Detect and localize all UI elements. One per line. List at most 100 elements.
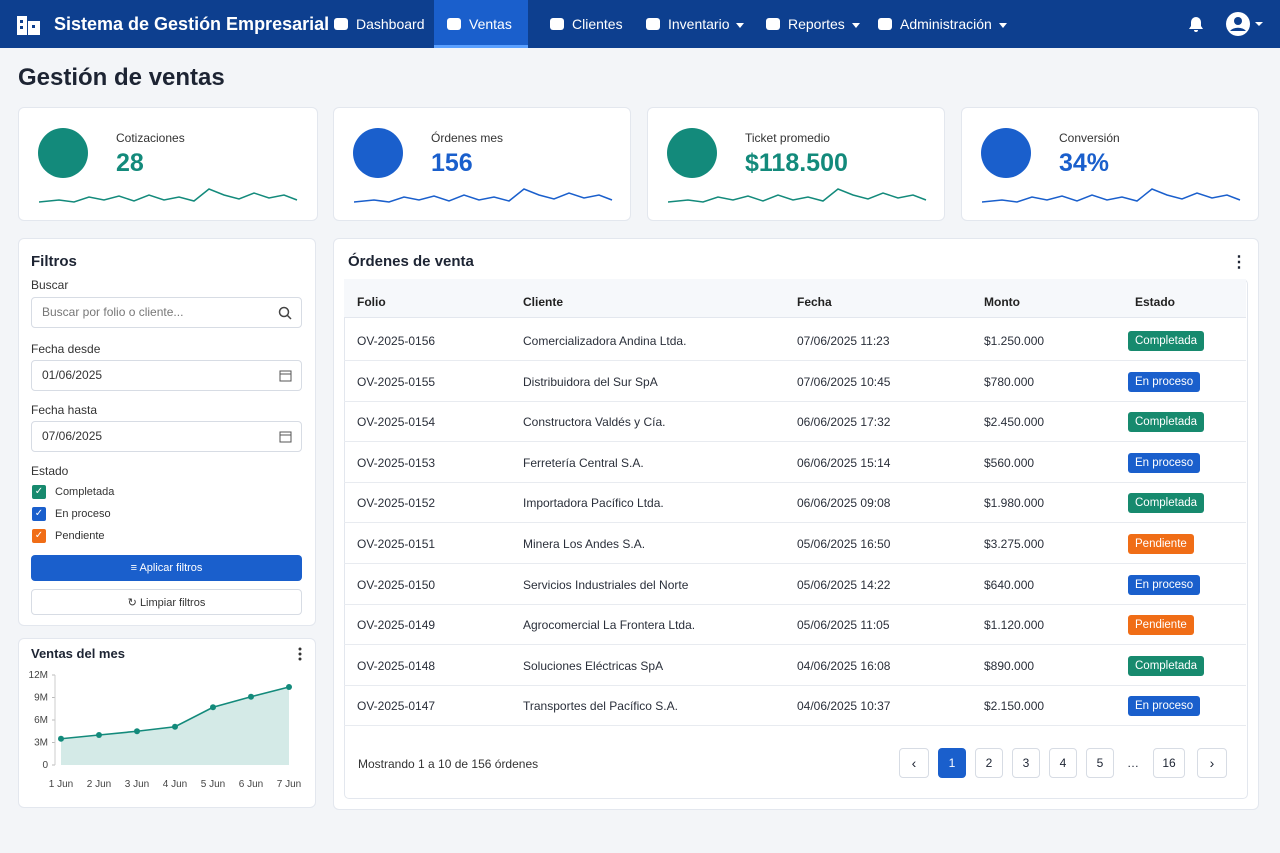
user-menu[interactable] (1225, 11, 1265, 37)
cell: 07/06/2025 11:23 (797, 334, 890, 348)
page-button[interactable]: 5 (1086, 748, 1114, 778)
page-button[interactable]: 2 (975, 748, 1003, 778)
column-header: Monto (984, 295, 1020, 309)
point (210, 704, 216, 711)
table-row[interactable] (344, 523, 1246, 564)
y-tick-label: 0 (42, 760, 48, 771)
nav-item[interactable]: Administración (878, 0, 1008, 48)
table-row[interactable] (344, 564, 1246, 605)
y-tick-label: 6M (34, 715, 48, 726)
prev-page[interactable]: ‹ (899, 748, 929, 778)
table-row[interactable] (344, 604, 1246, 646)
column-header: Estado (1135, 295, 1176, 309)
chart: Ventas del mes 0 3M 6M 9M 12M 1 Jun 2 Jun 3 Jun… (29, 646, 302, 790)
dropdown-caret (736, 23, 745, 32)
nav-item[interactable]: Dashboard (334, 0, 430, 48)
date-to-label: Fecha hasta (31, 403, 98, 417)
cell: $1.980.000 (984, 496, 1045, 511)
page-button[interactable]: 4 (1049, 748, 1077, 778)
status-checkbox[interactable]: ✓ (32, 507, 46, 521)
dropdown-caret (851, 23, 860, 32)
search-label: Buscar (31, 278, 69, 292)
kpi-icon (981, 128, 1031, 178)
cell: $890.000 (984, 658, 1035, 673)
pagination-ellipsis: … (1127, 756, 1139, 770)
cell: $2.450.000 (984, 415, 1045, 430)
kpi-label: Conversión (1059, 131, 1120, 145)
cell: Transportes del Pacífico S.A. (523, 699, 678, 714)
kpi-card: Cotizaciones 28 (18, 107, 318, 221)
kpi-label: Órdenes mes (431, 131, 504, 145)
nav-text: Ventas (469, 16, 512, 32)
table-row[interactable] (344, 482, 1246, 524)
cell: OV-2025-0150 (357, 577, 436, 592)
status-badge: En proceso (1128, 371, 1201, 392)
kpi-icon (38, 128, 88, 178)
cell: $1.120.000 (984, 618, 1045, 633)
kpi-card: Ticket promedio $118.500 (647, 107, 945, 221)
status-checkbox[interactable]: ✓ (32, 485, 46, 499)
date-from-label: Fecha desde (31, 342, 101, 356)
page-title: Gestión de ventas (18, 64, 225, 91)
nav-icon (766, 18, 780, 30)
point (172, 723, 178, 730)
status-checkbox[interactable]: ✓ (32, 529, 46, 543)
point (286, 684, 292, 690)
filters-title: Filtros (31, 253, 77, 270)
table-row[interactable] (344, 645, 1246, 686)
table-row[interactable] (344, 401, 1246, 443)
area (61, 687, 289, 765)
clear-button[interactable]: ↻ Limpiar filtros (31, 589, 302, 615)
menu-dots[interactable] (298, 647, 302, 661)
point (134, 728, 140, 735)
table-row[interactable] (344, 361, 1246, 402)
x-tick-label: 6 Jun (239, 779, 263, 790)
cell: 07/06/2025 10:45 (797, 374, 891, 389)
cell: 05/06/2025 14:22 (797, 577, 891, 592)
dropdown-caret (998, 23, 1007, 32)
menu-dots[interactable]: ⋮ (1231, 254, 1247, 271)
column-header: Folio (357, 295, 386, 309)
notifications[interactable] (1187, 15, 1205, 33)
table-row[interactable] (344, 685, 1246, 727)
next-page[interactable]: › (1197, 748, 1227, 778)
search-input[interactable]: Buscar por folio o cliente... (31, 297, 302, 328)
cell: 06/06/2025 17:32 (797, 415, 891, 430)
cell: 04/06/2025 10:37 (797, 699, 891, 714)
page-button[interactable]: 3 (1012, 748, 1040, 778)
date-from-input[interactable]: 01/06/2025 (31, 360, 302, 391)
cell: Soluciones Eléctricas SpA (523, 658, 664, 673)
cell: Comercializadora Andina Ltda. (523, 334, 687, 348)
status-badge: Pendiente (1128, 534, 1194, 554)
nav-item[interactable]: Ventas (434, 0, 528, 48)
y-tick-label: 9M (34, 693, 48, 704)
cell: Ferretería Central S.A. (523, 455, 644, 470)
search-icon (278, 306, 292, 320)
kpi-value: $118.500 (745, 149, 848, 177)
nav-item[interactable]: Reportes (766, 0, 866, 48)
nav-text: Clientes (572, 16, 623, 32)
calendar-icon (279, 431, 292, 443)
nav-item[interactable]: Inventario (646, 0, 754, 48)
status-badge: Completada (1128, 331, 1205, 351)
table-row[interactable] (344, 442, 1246, 483)
x-tick-label: 7 Jun (277, 779, 301, 790)
kpi-value: 34% (1059, 149, 1110, 177)
calendar-icon (279, 370, 292, 382)
page-button[interactable]: 16 (1153, 748, 1185, 778)
point (248, 693, 254, 700)
cell: 05/06/2025 11:05 (797, 618, 890, 633)
nav-item[interactable]: Clientes (550, 0, 632, 48)
status-badge: En proceso (1128, 574, 1201, 595)
table-row[interactable] (344, 320, 1246, 361)
status-badge: En proceso (1128, 452, 1201, 473)
cell: $2.150.000 (984, 699, 1045, 714)
kpi-icon (667, 128, 717, 178)
cell: 05/06/2025 16:50 (797, 537, 891, 551)
cell: Distribuidora del Sur SpA (523, 374, 658, 389)
cell: OV-2025-0156 (357, 334, 436, 348)
page-button[interactable]: 1 (938, 748, 966, 778)
apply-button[interactable]: ≡ Aplicar filtros (31, 555, 302, 581)
date-to-input[interactable]: 07/06/2025 (31, 421, 302, 452)
chart-title: Ventas del mes (31, 646, 125, 661)
